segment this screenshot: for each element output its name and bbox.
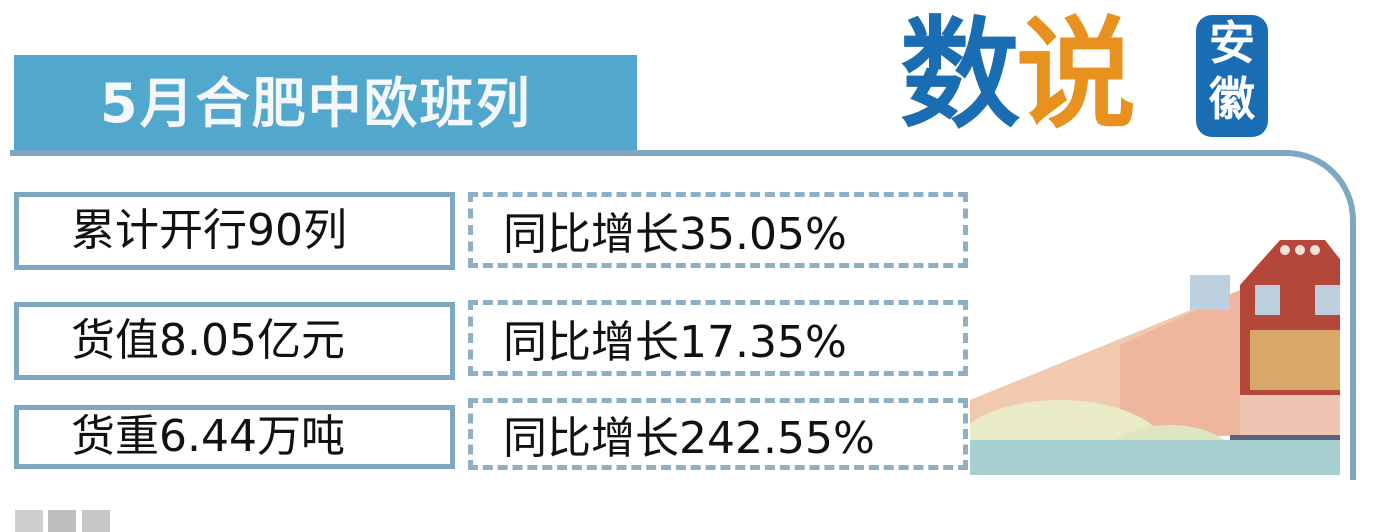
stat-label: 累计开行90列 [14,192,455,270]
stat-label: 货重6.44万吨 [14,405,455,469]
title-band [14,55,637,150]
decor-square [48,510,76,532]
stat-growth: 同比增长17.35% [468,300,968,376]
page-title: 5月合肥中欧班列 [100,72,532,135]
frame-corner [1180,150,1356,480]
logo: 数说 [900,6,1136,145]
decor-square [82,510,110,532]
train-icon [970,240,1340,475]
stat-label: 货值8.05亿元 [14,302,455,380]
logo-badge: 安徽 [1196,15,1268,137]
stat-growth: 同比增长35.05% [468,192,968,268]
stat-growth: 同比增长242.55% [468,398,968,470]
divider [10,150,1290,156]
decor-square [15,510,43,532]
